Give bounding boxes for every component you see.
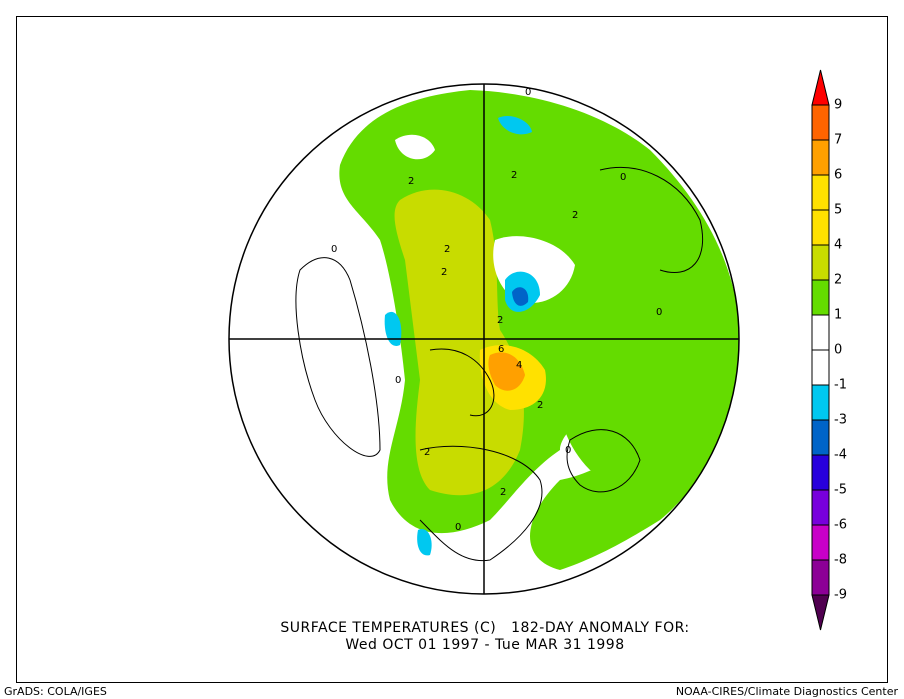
contour-label: 2 [424, 447, 430, 458]
cyan-region-3 [417, 529, 432, 556]
blue-region-hudson [512, 287, 529, 306]
colorbar-box [811, 279, 830, 316]
contour-label: 2 [511, 170, 517, 181]
colorbar-box [811, 209, 830, 246]
colorbar-label: -5 [834, 482, 847, 498]
contour-label: 0 [455, 522, 461, 533]
map-boundary-circle [228, 83, 740, 595]
contour-label: 0 [620, 172, 626, 183]
contour-label: 2 [537, 400, 543, 411]
contour-label: 2 [572, 210, 578, 221]
green-region-east [558, 308, 732, 474]
contour-labels: 2 2 2 2 2 2 6 4 2 2 2 0 0 0 0 0 0 0 [331, 87, 662, 533]
colorbar-box [811, 419, 830, 456]
colorbar-label: -6 [834, 517, 847, 533]
colorbar-box [811, 454, 830, 491]
contour-label: 0 [565, 445, 571, 456]
colorbar-label: -9 [834, 587, 847, 603]
footer-left: GrADS: COLA/IGES [4, 685, 107, 698]
contour-label: 6 [498, 344, 504, 355]
colorbar-box [811, 314, 830, 351]
contour-label: 0 [525, 87, 531, 98]
colorbar-label: 5 [834, 202, 843, 218]
cyan-region-1 [498, 115, 532, 135]
colorbar-box [811, 139, 830, 176]
contour-label: 0 [331, 244, 337, 255]
colorbar-label: -1 [834, 377, 847, 393]
contour-label: 2 [444, 244, 450, 255]
colorbar-label: -4 [834, 447, 847, 463]
footer-right: NOAA-CIRES/Climate Diagnostics Center [675, 685, 898, 698]
colorbar-label: 1 [834, 307, 843, 323]
colorbar-label: -3 [834, 412, 847, 428]
contour-label: 4 [516, 360, 522, 371]
orange-region [488, 352, 525, 391]
plot-title-line1: SURFACE TEMPERATURES (C) 182-DAY ANOMALY… [280, 620, 690, 636]
plot-frame [16, 16, 888, 683]
contour-label: 0 [656, 307, 662, 318]
colorbar-label: -8 [834, 552, 847, 568]
contour-label: 2 [500, 487, 506, 498]
white-region-europe [395, 134, 435, 160]
colorbar-box [811, 524, 830, 561]
colorbar-label: 7 [834, 132, 843, 148]
colorbar-box [811, 174, 830, 211]
contour-label: 0 [395, 375, 401, 386]
colorbar-label: 2 [834, 272, 843, 288]
colorbar-bottom-arrow [811, 594, 830, 631]
coastlines [295, 166, 704, 562]
colorbar-box [811, 349, 830, 386]
colorbar-top-arrow [811, 69, 830, 106]
colorbar-label: 6 [834, 167, 843, 183]
colorbar-box [811, 244, 830, 281]
contour-label: 2 [408, 176, 414, 187]
colorbar-box [811, 559, 830, 596]
contour-label: 2 [441, 267, 447, 278]
plot-title-line2: Wed OCT 01 1997 - Tue MAR 31 1998 [345, 637, 625, 653]
contour-label: 2 [497, 315, 503, 326]
anomaly-fill [339, 90, 739, 570]
cyan-region-2 [384, 311, 402, 346]
colorbar-label: 9 [834, 97, 843, 113]
colorbar-box [811, 384, 830, 421]
colorbar [811, 69, 830, 631]
colorbar-label: 0 [834, 342, 843, 358]
yellowgreen-region-north-america [394, 189, 524, 496]
colorbar-box [811, 104, 830, 141]
colorbar-box [811, 489, 830, 526]
colorbar-label: 4 [834, 237, 843, 253]
